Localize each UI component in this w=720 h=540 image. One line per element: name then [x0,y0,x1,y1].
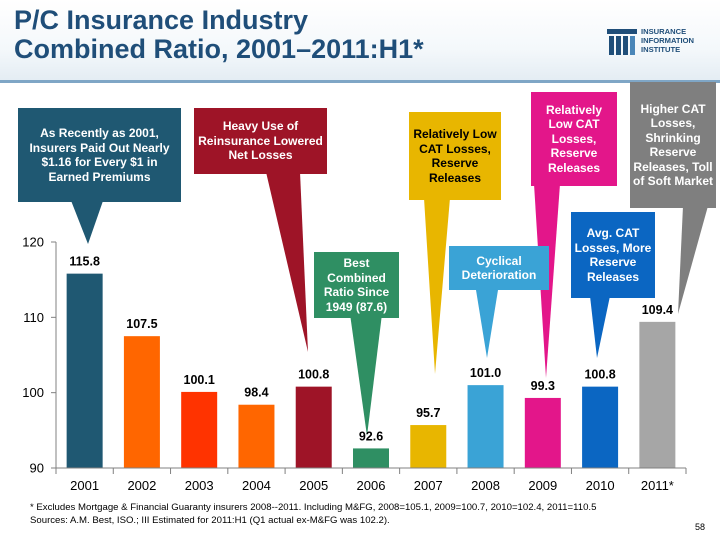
y-tick-label: 110 [23,310,44,325]
value-label: 107.5 [126,317,157,331]
bar-2004 [238,404,275,468]
footnote-line-1: * Excludes Mortgage & Financial Guaranty… [30,502,597,513]
x-tick-label: 2001 [70,478,99,493]
x-tick-label: 2007 [414,478,443,493]
value-label: 95.7 [416,406,440,420]
pointer-2007 [424,198,450,374]
logo-line-1: INSURANCE [641,27,687,36]
pointer-2011 [678,206,708,314]
callout-2007-text: Relatively Low CAT Losses, Reserve Relea… [413,127,497,185]
callout-2005-text: Heavy Use of Reinsurance Lowered Net Los… [198,119,323,163]
logo-line-3: INSTITUTE [641,45,681,54]
x-tick-label: 2002 [127,478,156,493]
value-label: 100.8 [298,368,329,382]
y-tick-label: 100 [22,385,44,400]
value-label: 100.1 [184,373,215,387]
value-label: 115.8 [69,255,100,269]
callout-2001: As Recently as 2001, Insurers Paid Out N… [18,108,181,202]
bar-2011 [639,321,676,468]
title-divider [0,80,720,83]
title-line-1: P/C Insurance Industry [14,5,309,35]
bar-2007 [410,425,447,468]
callout-2001-text: As Recently as 2001, Insurers Paid Out N… [29,126,170,184]
callout-2006-text: Best Combined Ratio Since 1949 (87.6) [323,256,390,314]
title-band [0,0,720,82]
logo-line-2: INFORMATION [641,36,695,45]
callout-2006: Best Combined Ratio Since 1949 (87.6) [314,252,399,318]
bar-2009 [524,397,561,468]
bar-2008 [467,385,504,468]
callout-2011-text: Higher CAT Losses, Shrinking Reserve Rel… [633,101,714,189]
x-tick-label: 2008 [471,478,500,493]
pointer-2005 [266,172,308,352]
x-tick-label: 2003 [185,478,214,493]
callout-2005: Heavy Use of Reinsurance Lowered Net Los… [194,108,327,174]
callout-2011: Higher CAT Losses, Shrinking Reserve Rel… [630,82,716,208]
iii-logo-mark [607,29,637,55]
bar-2003 [181,391,218,468]
x-tick-label: 2005 [299,478,328,493]
pointer-2010 [590,296,610,358]
footnote-line-2: Sources: A.M. Best, ISO.; III Estimated … [30,515,390,526]
footnote: * Excludes Mortgage & Financial Guaranty… [30,501,710,527]
page-title: P/C Insurance Industry Combined Ratio, 2… [14,6,424,64]
value-label: 99.3 [531,379,555,393]
value-label: 100.8 [584,368,615,382]
x-tick-label: 2009 [528,478,557,493]
bar-2002 [123,336,160,468]
bar-2001 [66,273,103,468]
pointer-2008 [476,290,498,358]
pointer-2006 [350,314,382,436]
value-label: 109.4 [642,303,673,317]
x-tick-label: 2004 [242,478,271,493]
callout-2009: Relatively Low CAT Losses, Reserve Relea… [531,92,617,186]
value-label: 101.0 [470,366,501,380]
pointer-2001 [70,198,104,244]
x-tick-label: 2010 [586,478,615,493]
bar-2010 [582,386,619,468]
iii-logo-text: INSURANCE INFORMATION INSTITUTE [641,27,694,54]
y-tick-label: 120 [22,235,44,250]
page-number: 58 [695,522,706,532]
y-tick-label: 90 [30,461,44,476]
value-label: 98.4 [244,386,268,400]
iii-logo: INSURANCE INFORMATION INSTITUTE [607,26,711,62]
x-tick-label: 2006 [357,478,386,493]
callout-2007: Relatively Low CAT Losses, Reserve Relea… [409,112,501,200]
value-label: 92.6 [359,429,383,443]
callout-2008-text: Cyclical Deterioration [461,253,537,283]
callout-2010-text: Avg. CAT Losses, More Reserve Releases [574,226,652,284]
callout-2009-text: Relatively Low CAT Losses, Reserve Relea… [545,102,603,175]
callout-2008: Cyclical Deterioration [449,246,549,290]
bar-2005 [295,386,332,468]
callout-2010: Avg. CAT Losses, More Reserve Releases [571,212,655,298]
title-line-2: Combined Ratio, 2001–2011:H1* [14,34,424,64]
x-tick-label: 2011* [641,478,674,493]
bar-2006 [353,448,389,468]
